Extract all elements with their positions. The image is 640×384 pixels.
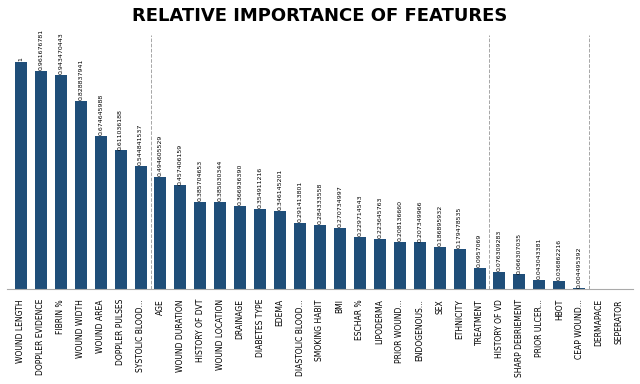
Bar	[294, 223, 306, 289]
Bar	[334, 228, 346, 289]
Text: 0.229714543: 0.229714543	[357, 195, 362, 237]
Text: 0.346145201: 0.346145201	[278, 169, 283, 210]
Text: 0.494605529: 0.494605529	[158, 135, 163, 176]
Text: 0.674645988: 0.674645988	[98, 94, 103, 135]
Bar	[175, 185, 186, 289]
Text: 0.207349966: 0.207349966	[417, 200, 422, 242]
Text: 0.004495392: 0.004495392	[577, 246, 582, 288]
Text: 0.186895932: 0.186895932	[437, 205, 442, 246]
Bar	[314, 225, 326, 289]
Bar	[55, 75, 67, 289]
Text: 0.284333558: 0.284333558	[317, 183, 323, 224]
Bar	[474, 268, 486, 289]
Text: 0.385030344: 0.385030344	[218, 160, 223, 201]
Text: 0.291413801: 0.291413801	[298, 181, 303, 222]
Text: 0.961676781: 0.961676781	[38, 29, 44, 70]
Text: 0.0957069: 0.0957069	[477, 233, 482, 267]
Bar	[274, 211, 286, 289]
Text: 0.179478535: 0.179478535	[457, 207, 462, 248]
Bar	[15, 62, 27, 289]
Text: 0.223645763: 0.223645763	[378, 196, 382, 238]
Text: 0.828837941: 0.828837941	[78, 59, 83, 100]
Bar	[533, 280, 545, 289]
Text: 0.385704653: 0.385704653	[198, 160, 203, 201]
Bar	[454, 248, 465, 289]
Bar	[115, 151, 127, 289]
Bar	[573, 288, 585, 289]
Text: 0.036862216: 0.036862216	[557, 239, 562, 280]
Text: 0.457406159: 0.457406159	[178, 144, 183, 185]
Bar	[394, 242, 406, 289]
Text: 0.544841537: 0.544841537	[138, 124, 143, 165]
Bar	[374, 238, 386, 289]
Text: 0.943470443: 0.943470443	[58, 33, 63, 74]
Title: RELATIVE IMPORTANCE OF FEATURES: RELATIVE IMPORTANCE OF FEATURES	[132, 7, 508, 25]
Bar	[154, 177, 166, 289]
Bar	[513, 274, 525, 289]
Text: 0.354911216: 0.354911216	[258, 167, 262, 208]
Bar	[35, 71, 47, 289]
Bar	[195, 202, 206, 289]
Text: 1: 1	[19, 58, 24, 61]
Bar	[354, 237, 366, 289]
Bar	[134, 166, 147, 289]
Bar	[254, 209, 266, 289]
Text: 0.366936390: 0.366936390	[237, 164, 243, 205]
Text: 0.208136660: 0.208136660	[397, 200, 403, 242]
Bar	[234, 206, 246, 289]
Text: 0.066307035: 0.066307035	[517, 232, 522, 273]
Bar	[493, 272, 506, 289]
Bar	[95, 136, 107, 289]
Bar	[554, 281, 565, 289]
Text: 0.611036188: 0.611036188	[118, 109, 123, 150]
Text: 0.076309283: 0.076309283	[497, 230, 502, 271]
Bar	[413, 242, 426, 289]
Text: 0.270734997: 0.270734997	[337, 185, 342, 227]
Bar	[214, 202, 227, 289]
Bar	[434, 247, 445, 289]
Text: 0.043043381: 0.043043381	[537, 237, 542, 279]
Bar	[75, 101, 86, 289]
